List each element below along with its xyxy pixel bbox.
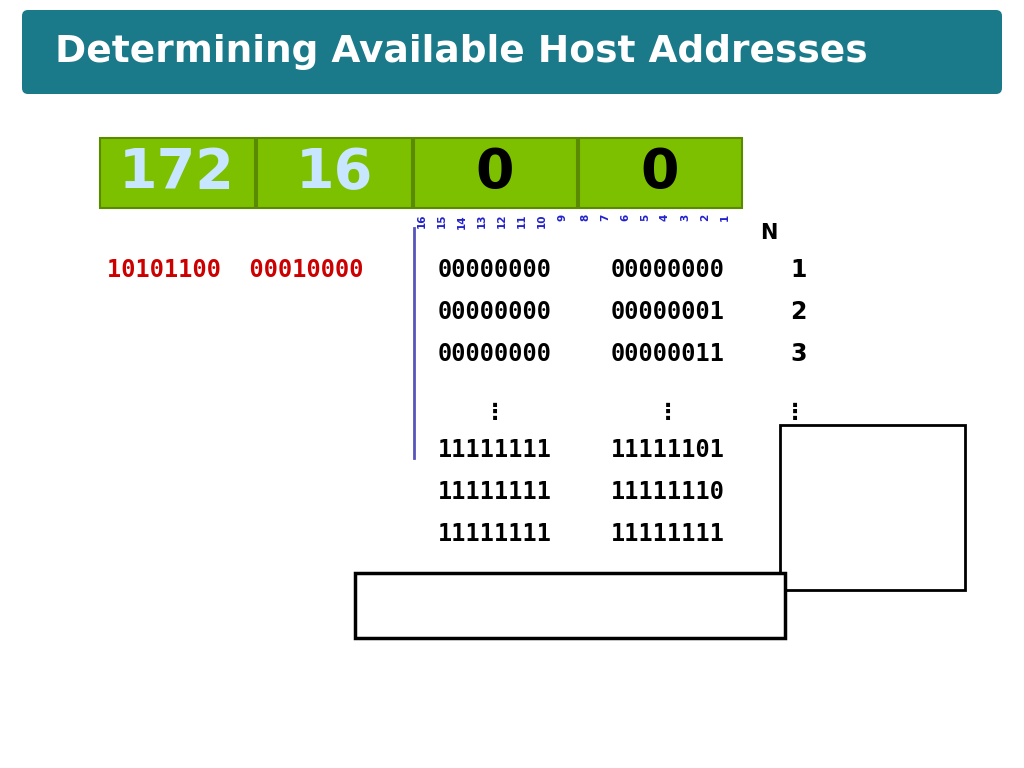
Text: ⋮: ⋮ (656, 403, 679, 423)
Text: 15: 15 (437, 214, 447, 229)
Text: 7: 7 (600, 214, 610, 221)
Text: 00000000: 00000000 (611, 258, 725, 282)
Text: –    2: – 2 (894, 486, 955, 510)
Text: 00000011: 00000011 (611, 342, 725, 366)
Text: 3: 3 (790, 342, 807, 366)
Text: 11111110: 11111110 (611, 480, 725, 504)
Text: 00000000: 00000000 (438, 300, 552, 324)
Text: 5: 5 (640, 214, 650, 221)
Bar (414, 138, 577, 208)
Text: 3: 3 (680, 214, 690, 221)
Text: 16: 16 (417, 214, 427, 229)
Text: 12: 12 (497, 214, 507, 229)
Text: 1: 1 (790, 258, 806, 282)
Text: N: N (760, 223, 777, 243)
Text: 11111101: 11111101 (611, 438, 725, 462)
Text: – 2 = 65534: – 2 = 65534 (512, 591, 705, 620)
Bar (100, 138, 255, 208)
Text: 10101100  00010000: 10101100 00010000 (106, 258, 364, 282)
Text: 11111111: 11111111 (438, 480, 552, 504)
Text: ⋮: ⋮ (784, 403, 806, 423)
Text: 00000000: 00000000 (438, 258, 552, 282)
Text: 0: 0 (476, 146, 514, 200)
Text: 4: 4 (660, 214, 670, 221)
Text: ⋮: ⋮ (484, 403, 506, 423)
Text: 2: 2 (700, 214, 710, 221)
Text: 00000001: 00000001 (611, 300, 725, 324)
Text: 2: 2 (790, 300, 806, 324)
Text: 11111111: 11111111 (611, 522, 725, 546)
Text: 14: 14 (457, 214, 467, 229)
Text: 10: 10 (537, 214, 547, 229)
Text: 2: 2 (370, 591, 389, 620)
Bar (257, 138, 412, 208)
Text: 1: 1 (720, 214, 730, 221)
Text: – 2: – 2 (396, 591, 449, 620)
Text: = 2: = 2 (444, 591, 506, 620)
Text: 9: 9 (557, 214, 567, 221)
Bar (355, 573, 785, 638)
Text: 00000000: 00000000 (438, 342, 552, 366)
Text: 65534: 65534 (872, 538, 955, 562)
Text: Host: Host (569, 138, 631, 162)
Text: 65535: 65535 (790, 480, 872, 504)
Text: 11111111: 11111111 (438, 522, 552, 546)
Text: Network: Network (181, 138, 294, 162)
Text: 0: 0 (641, 146, 679, 200)
Text: 11111111: 11111111 (438, 438, 552, 462)
Text: 65536: 65536 (872, 438, 955, 462)
Text: 8: 8 (580, 214, 590, 221)
Text: N: N (385, 588, 400, 605)
Text: 16: 16 (494, 588, 519, 605)
Text: 13: 13 (477, 214, 487, 229)
Text: 172: 172 (119, 146, 234, 200)
Bar (780, 425, 965, 590)
Text: 65534: 65534 (790, 438, 872, 462)
Text: 16: 16 (295, 146, 373, 200)
Text: 11: 11 (517, 214, 527, 229)
FancyBboxPatch shape (22, 10, 1002, 94)
Bar (579, 138, 742, 208)
Text: Determining Available Host Addresses: Determining Available Host Addresses (55, 34, 867, 70)
Text: 6: 6 (620, 214, 630, 221)
